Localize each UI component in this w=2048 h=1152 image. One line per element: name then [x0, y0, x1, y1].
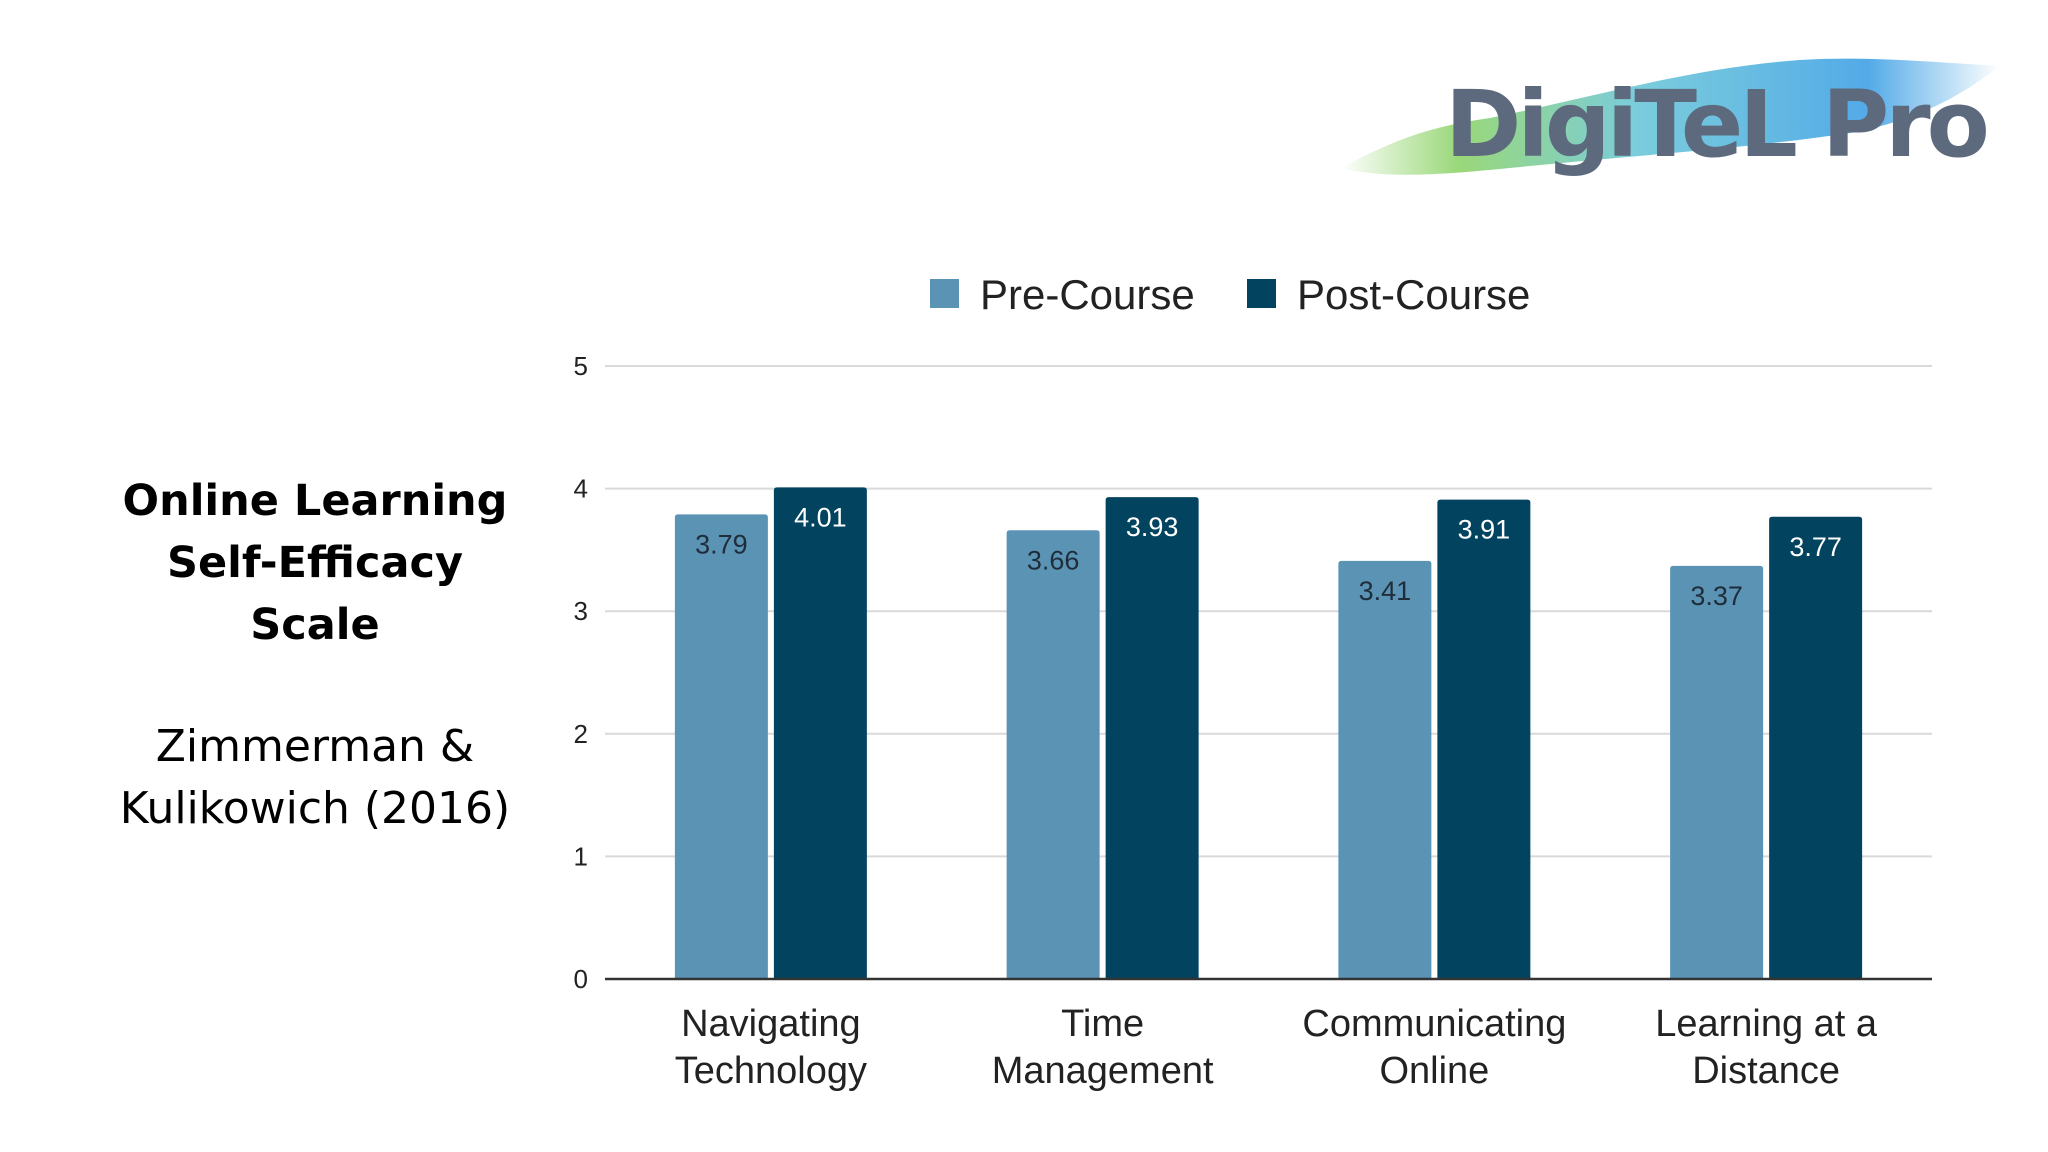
- bar-post-course: [1105, 497, 1199, 979]
- category-label: Time Management: [992, 1003, 1214, 1092]
- data-label: 4.01: [794, 502, 847, 532]
- y-tick-label: 4: [574, 474, 588, 504]
- scale-title: Online Learning Self-Efficacy Scale: [95, 470, 535, 656]
- scale-title-line: Scale: [250, 600, 380, 650]
- y-tick-label: 0: [574, 964, 588, 994]
- citation-line: Kulikowich (2016): [119, 783, 511, 834]
- category-labels: Navigating Technology Time Management Commun…: [675, 1003, 1878, 1092]
- category-label-line: Time: [1061, 1003, 1144, 1045]
- side-text: Online Learning Self-Efficacy Scale Zimm…: [95, 470, 535, 840]
- scale-title-line: Self-Efficacy: [166, 538, 464, 588]
- category-label: Learning at a Distance: [1655, 1003, 1878, 1092]
- bar-pre-course: [1006, 530, 1100, 979]
- bar-pre-course: [1670, 565, 1764, 979]
- bar-post-course: [1437, 499, 1531, 979]
- legend-swatch: [1247, 279, 1276, 308]
- data-label: 3.37: [1690, 581, 1743, 611]
- category-label-line: Navigating: [681, 1003, 861, 1045]
- citation: Zimmerman & Kulikowich (2016): [95, 716, 535, 840]
- scale-title-line: Online Learning: [122, 476, 508, 526]
- y-tick-label: 5: [574, 351, 588, 381]
- logo-text: DigiTeL Pro: [1445, 71, 1987, 178]
- bar-pre-course: [1338, 560, 1432, 979]
- legend: Pre-Course Post-Course: [930, 271, 1530, 318]
- logo-brush-stroke: [1340, 58, 2000, 175]
- data-label: 3.79: [695, 529, 748, 559]
- data-label: 3.91: [1458, 515, 1511, 545]
- category-label-line: Online: [1379, 1050, 1489, 1092]
- data-label: 3.77: [1789, 532, 1842, 562]
- category-label-line: Technology: [675, 1050, 867, 1092]
- y-tick-label: 2: [574, 719, 588, 749]
- legend-item-pre-course: Pre-Course: [930, 271, 1195, 318]
- category-label-line: Distance: [1692, 1050, 1840, 1092]
- bars: [674, 487, 1863, 979]
- category-label-line: Communicating: [1302, 1003, 1566, 1045]
- category-label: Communicating Online: [1302, 1003, 1566, 1092]
- citation-line: Zimmerman &: [155, 721, 475, 772]
- y-tick-label: 1: [574, 841, 588, 871]
- category-label: Navigating Technology: [675, 1003, 867, 1092]
- data-label: 3.66: [1027, 545, 1080, 575]
- data-labels: 3.79 4.01 3.66 3.93 3.41 3.91 3.37 3.77: [695, 502, 1842, 610]
- data-label: 3.93: [1126, 512, 1179, 542]
- data-label: 3.41: [1359, 576, 1412, 606]
- legend-swatch: [930, 279, 959, 308]
- bar-post-course: [773, 487, 867, 979]
- bar-post-course: [1769, 516, 1863, 979]
- category-label-line: Learning at a: [1655, 1003, 1878, 1045]
- legend-label: Pre-Course: [980, 271, 1195, 318]
- bar-pre-course: [674, 514, 768, 979]
- legend-label: Post-Course: [1297, 271, 1530, 318]
- category-label-line: Management: [992, 1050, 1214, 1092]
- digitel-pro-logo: DigiTeL Pro: [1340, 58, 2000, 178]
- legend-item-post-course: Post-Course: [1247, 271, 1530, 318]
- y-axis-ticks: 0 1 2 3 4 5: [574, 351, 588, 994]
- y-tick-label: 3: [574, 596, 588, 626]
